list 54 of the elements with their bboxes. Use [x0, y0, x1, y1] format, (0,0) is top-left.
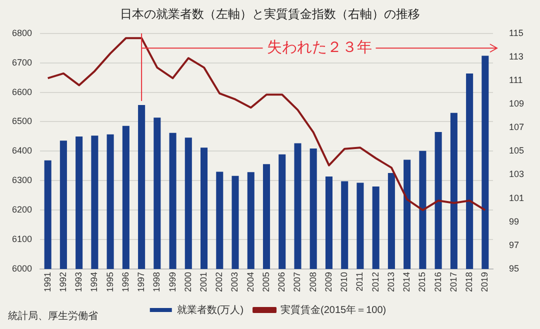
x-tick-label: 2013: [386, 272, 396, 292]
y-tick-label: 6500: [12, 116, 32, 126]
x-tick-label: 1993: [74, 272, 84, 292]
y2-tick-label: 95: [508, 263, 519, 274]
x-tick-label: 2016: [432, 272, 443, 292]
x-tick-label: 2005: [260, 272, 271, 292]
x-tick-label: 2008: [308, 272, 318, 292]
y-tick-label: 6600: [12, 86, 32, 97]
x-tick-label: 1994: [89, 272, 100, 292]
y2-tick-label: 103: [508, 169, 524, 180]
x-tick-label: 2019: [480, 272, 490, 292]
chart-title: 日本の就業者数（左軸）と実質賃金指数（右軸）の推移: [119, 6, 421, 23]
y-tick-label: 6400: [12, 146, 32, 156]
annotation: 失われた２３年: [266, 38, 372, 56]
y2-tick-label: 115: [508, 28, 524, 38]
x-tick-label: 1999: [167, 272, 178, 292]
legend-label: 実質賃金(2015年＝100): [280, 304, 386, 316]
y2-tick-label: 97: [508, 240, 519, 250]
y2-tick-label: 99: [508, 216, 519, 226]
x-tick-label: 2002: [214, 272, 224, 292]
x-tick-label: 2007: [292, 272, 302, 292]
y-tick-label: 6000: [12, 263, 32, 274]
x-tick-label: 1998: [152, 272, 162, 292]
x-tick-label: 2001: [198, 272, 209, 292]
x-tick-label: 2012: [370, 272, 380, 292]
x-tick-label: 1992: [58, 272, 68, 292]
x-tick-label: 1995: [104, 272, 115, 292]
x-tick-label: 2014: [402, 272, 412, 292]
y2-tick-label: 109: [508, 98, 524, 109]
x-tick-label: 2018: [464, 272, 474, 292]
x-tick-label: 1996: [120, 272, 130, 292]
x-tick-label: 2011: [354, 272, 365, 292]
x-tick-label: 2006: [276, 272, 287, 292]
x-tick-label: 1997: [136, 272, 146, 292]
y2-tick-label: 113: [508, 51, 524, 62]
y2-tick-label: 111: [508, 75, 523, 85]
y2-tick-label: 107: [508, 122, 524, 132]
x-tick-label: 2009: [323, 272, 334, 292]
y-tick-label: 6300: [12, 175, 32, 186]
x-tick-label: 2010: [339, 272, 350, 292]
x-tick-label: 2000: [182, 272, 193, 292]
y2-tick-label: 105: [508, 146, 524, 156]
y-tick-label: 6200: [12, 204, 32, 215]
text: 統計局、厚生労働省: [8, 310, 98, 323]
y-tick-label: 6700: [12, 57, 32, 68]
y-tick-label: 6100: [12, 234, 32, 244]
x-tick-label: 2015: [417, 272, 428, 292]
x-tick-label: 2004: [245, 272, 256, 292]
x-tick-label: 2003: [230, 272, 240, 292]
y2-tick-label: 101: [508, 192, 524, 203]
y-tick-label: 6800: [12, 28, 32, 38]
legend-label: 就業者数(万人): [176, 304, 244, 316]
x-tick-label: 1991: [42, 272, 52, 292]
x-tick-label: 2017: [448, 272, 458, 292]
